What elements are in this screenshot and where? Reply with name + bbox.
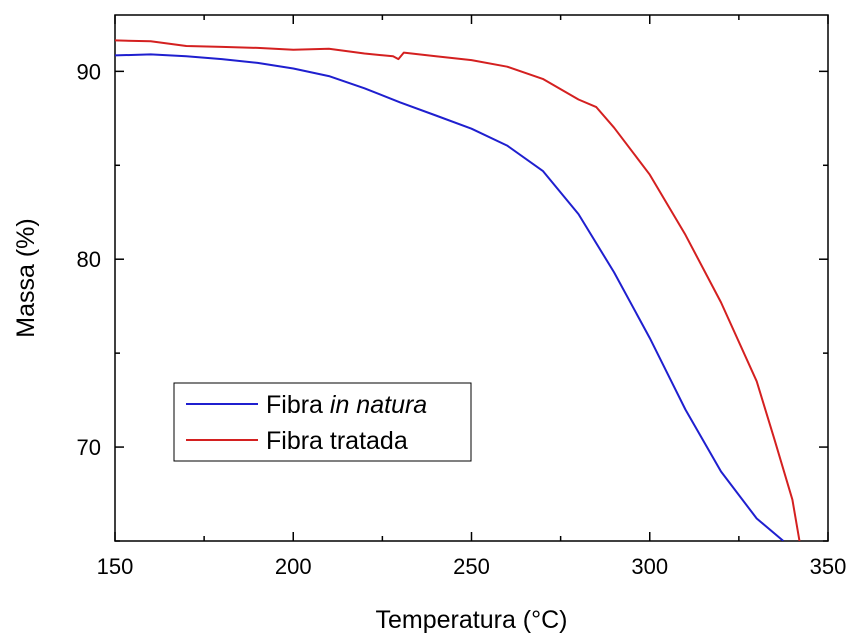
x-tick-label: 200 bbox=[275, 554, 312, 579]
x-tick-label: 300 bbox=[631, 554, 668, 579]
series-line-1 bbox=[115, 39, 801, 541]
y-axis-title: Massa (%) bbox=[12, 218, 40, 337]
series-line-0 bbox=[115, 53, 785, 541]
x-tick-label: 150 bbox=[97, 554, 134, 579]
y-tick-label: 70 bbox=[77, 435, 101, 460]
y-tick-label: 90 bbox=[77, 59, 101, 84]
x-axis: 150 200 250 300 350 bbox=[97, 15, 847, 579]
legend-label-fibra-in-natura: Fibra in natura bbox=[266, 391, 427, 419]
plot-area-frame bbox=[114, 14, 829, 542]
legend: Fibra in natura Fibra tratada bbox=[173, 382, 472, 462]
x-tick-label: 250 bbox=[453, 554, 490, 579]
y-tick-label: 80 bbox=[77, 247, 101, 272]
x-tick-label: 350 bbox=[810, 554, 847, 579]
y-axis: 70 80 90 bbox=[77, 59, 828, 542]
legend-box bbox=[173, 382, 472, 462]
legend-label-fibra-tratada: Fibra tratada bbox=[266, 427, 408, 455]
x-axis-title: Temperatura (°C) bbox=[376, 606, 568, 634]
series-layer bbox=[115, 39, 801, 541]
legend-label-part-italic: in natura bbox=[330, 391, 427, 419]
legend-label-part-plain: Fibra bbox=[266, 391, 330, 419]
